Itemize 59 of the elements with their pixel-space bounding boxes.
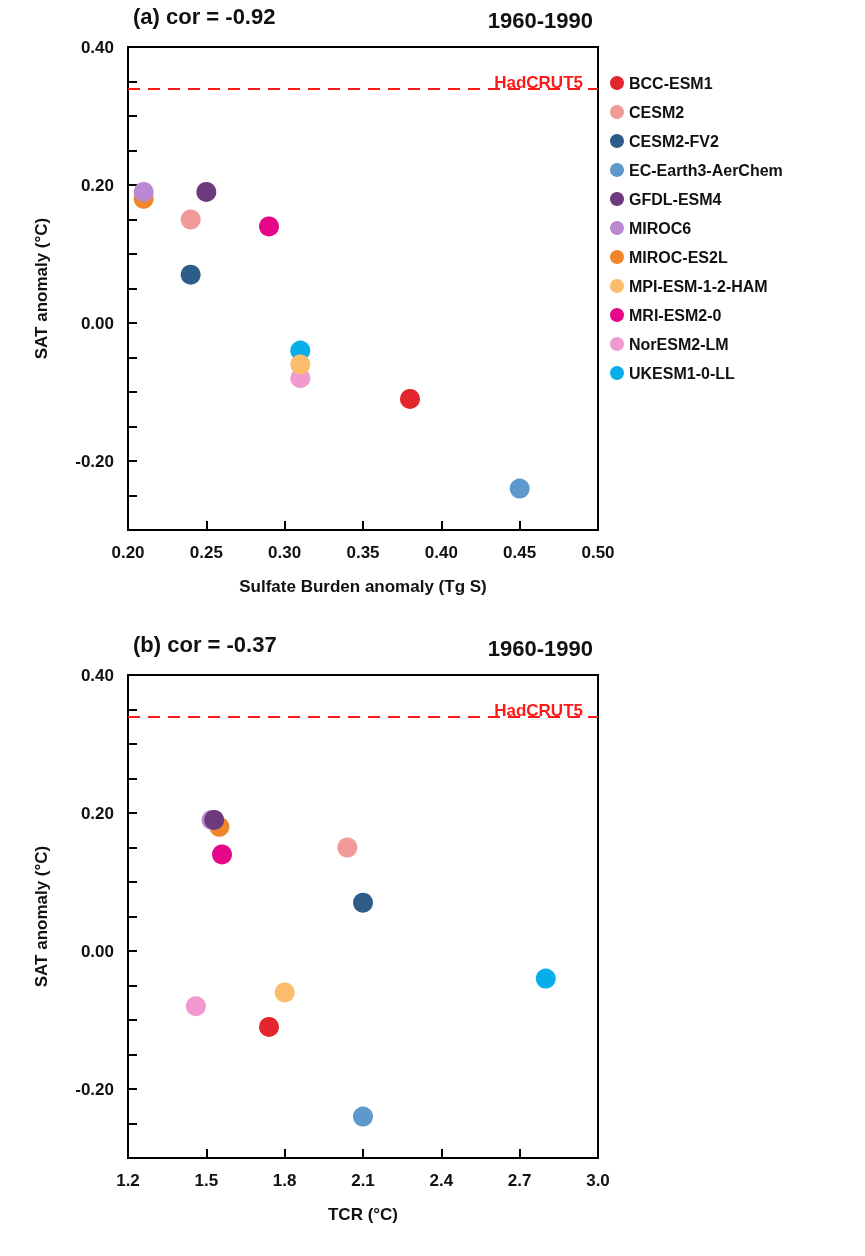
legend-label: EC-Earth3-AerChem	[629, 161, 783, 179]
legend-label: CESM2-FV2	[629, 132, 719, 150]
x-tick-label: 2.1	[351, 1171, 375, 1190]
x-tick-label: 2.4	[429, 1171, 454, 1190]
x-tick-label: 0.20	[111, 543, 145, 562]
chart-subtitle: 1960-1990	[487, 635, 594, 661]
point	[185, 996, 206, 1017]
point	[180, 264, 201, 285]
y-tick-label: 0.00	[80, 941, 114, 961]
point	[353, 1106, 373, 1127]
legend-label: MRI-ESM2-0	[629, 306, 722, 324]
point	[212, 844, 232, 865]
point	[259, 216, 279, 237]
point	[353, 892, 373, 913]
ref-line-label: HadCRUT5	[494, 701, 583, 721]
point	[400, 388, 420, 409]
point	[509, 478, 530, 499]
x-tick-label: 0.35	[346, 543, 380, 562]
x-tick-label: 0.25	[189, 543, 223, 562]
legend-label: MIROC6	[629, 219, 692, 237]
y-tick-label: 0.20	[80, 175, 114, 195]
legend-label: BCC-ESM1	[629, 74, 713, 92]
x-tick-label: 1.2	[116, 1171, 140, 1190]
y-tick-label: -0.20	[75, 1079, 114, 1099]
x-tick-label: 3.0	[586, 1171, 610, 1190]
point	[535, 968, 556, 989]
chart-title: (b) cor = -0.37	[133, 631, 277, 657]
x-tick-label: 1.5	[194, 1171, 219, 1190]
y-axis-title: SAT anomaly (°C)	[32, 217, 51, 360]
legend-label: UKESM1-0-LL	[629, 364, 736, 382]
y-axis-title: SAT anomaly (°C)	[32, 845, 51, 988]
legend-label: GFDL-ESM4	[629, 190, 722, 208]
y-tick-label: -0.20	[75, 451, 114, 471]
x-axis-title: Sulfate Burden anomaly (Tg S)	[239, 577, 487, 596]
point	[337, 837, 358, 858]
point	[133, 181, 154, 202]
point	[196, 181, 217, 202]
y-tick-label: 0.00	[80, 313, 114, 333]
legend-label: MPI-ESM-1-2-HAM	[629, 277, 768, 295]
ref-line-label: HadCRUT5	[494, 73, 583, 93]
point	[290, 354, 311, 375]
chart-title: (a) cor = -0.92	[133, 3, 276, 29]
y-tick-label: 0.20	[80, 803, 114, 823]
x-axis-title: TCR (°C)	[327, 1205, 399, 1224]
y-tick-label: 0.40	[80, 37, 114, 57]
x-tick-label: 0.50	[581, 543, 615, 562]
x-tick-label: 2.7	[507, 1171, 532, 1190]
chart-subtitle: 1960-1990	[487, 7, 594, 33]
y-tick-label: 0.40	[80, 665, 114, 685]
x-tick-label: 0.45	[503, 543, 537, 562]
x-tick-label: 1.8	[272, 1171, 297, 1190]
legend-label: MIROC-ES2L	[629, 248, 728, 266]
point	[274, 982, 295, 1003]
point	[259, 1016, 279, 1037]
legend-label: CESM2	[629, 103, 685, 121]
point	[180, 209, 201, 230]
x-tick-label: 0.40	[424, 543, 458, 562]
x-tick-label: 0.30	[268, 543, 302, 562]
legend-label: NorESM2-LM	[629, 335, 729, 353]
